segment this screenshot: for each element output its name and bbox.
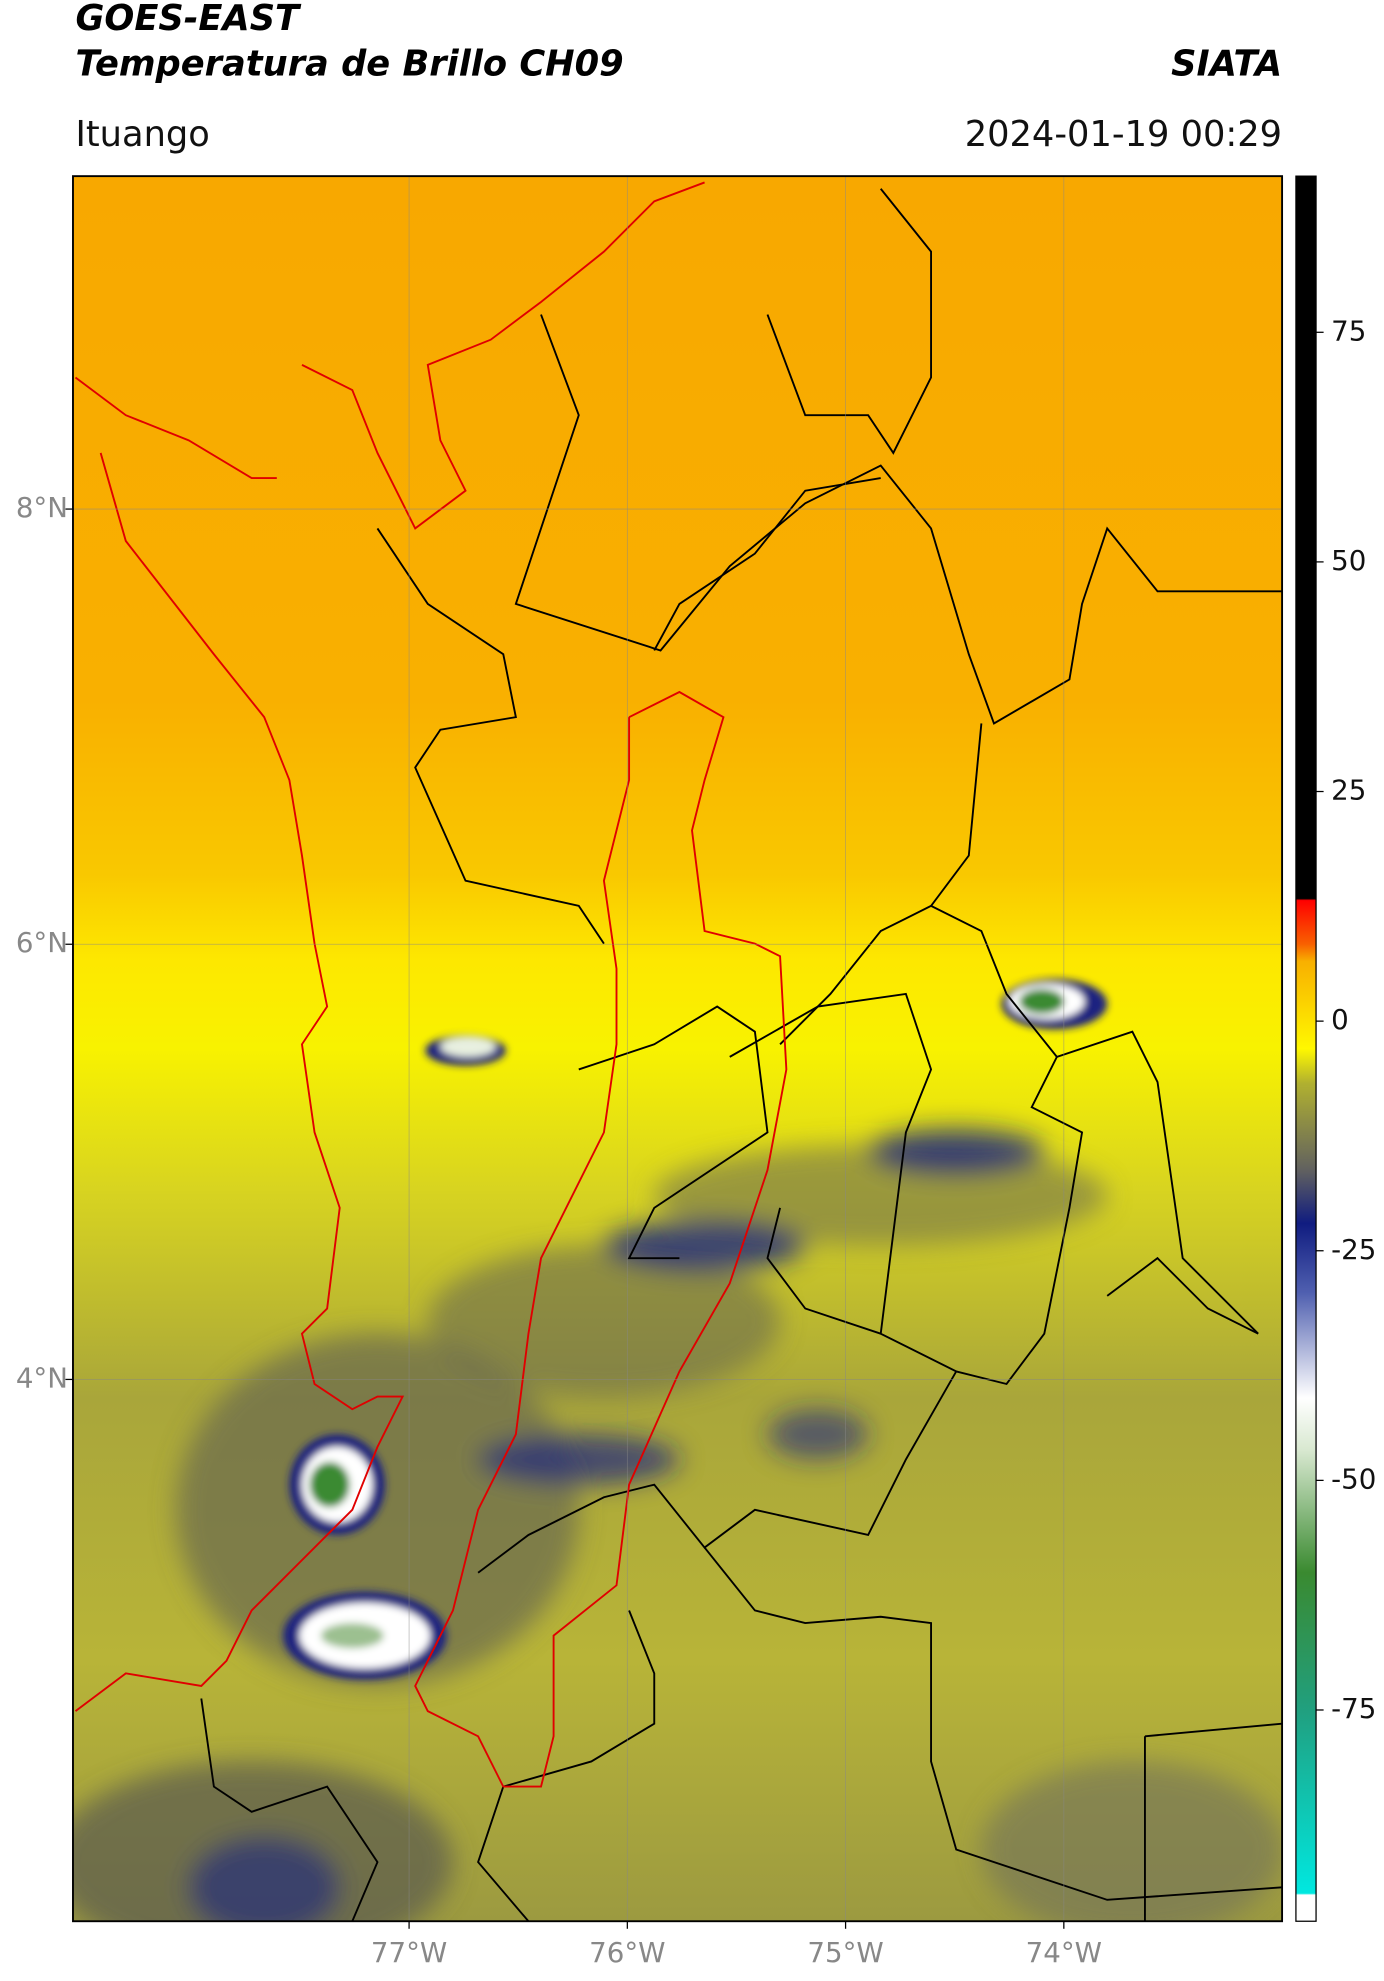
convective-cells: [283, 978, 1108, 1680]
map-field: [72, 176, 1283, 1922]
source: SIATA: [1171, 43, 1282, 84]
x-tick-label: 76°W: [589, 1936, 665, 1969]
colorbar-tick-label: 50: [1331, 544, 1366, 577]
y-tick-label: 8°N: [16, 491, 68, 524]
colorbar-tick-label: 75: [1331, 314, 1366, 347]
subtitle: Temperatura de Brillo CH09: [75, 43, 623, 84]
cloud-shading: [72, 1128, 1283, 1922]
title: GOES-EAST: [75, 0, 302, 39]
colorbar-tick-label: -25: [1331, 1233, 1376, 1266]
x-tick-label: 75°W: [807, 1936, 883, 1969]
y-tick-label: 6°N: [16, 926, 68, 959]
x-tick-label: 77°W: [371, 1936, 447, 1969]
graticule: [72, 176, 1283, 1922]
coastline-and-watershed: [74, 181, 788, 1788]
colorbar-tick-label: -50: [1331, 1462, 1376, 1495]
region: Ituango: [75, 114, 209, 155]
datetime: 2024-01-19 00:29: [965, 114, 1282, 155]
y-tick-label: 4°N: [16, 1361, 68, 1394]
map-frame: [72, 175, 1284, 1923]
colorbar-tick-label: -75: [1331, 1692, 1376, 1725]
field-background: [72, 176, 1283, 1922]
colorbar-tick-label: 0: [1331, 1003, 1349, 1036]
admin-borders: [200, 188, 1283, 1922]
x-tick-label: 74°W: [1026, 1936, 1102, 1969]
colorbar-tick-label: 25: [1331, 774, 1366, 807]
colorbar: [1295, 175, 1317, 1922]
